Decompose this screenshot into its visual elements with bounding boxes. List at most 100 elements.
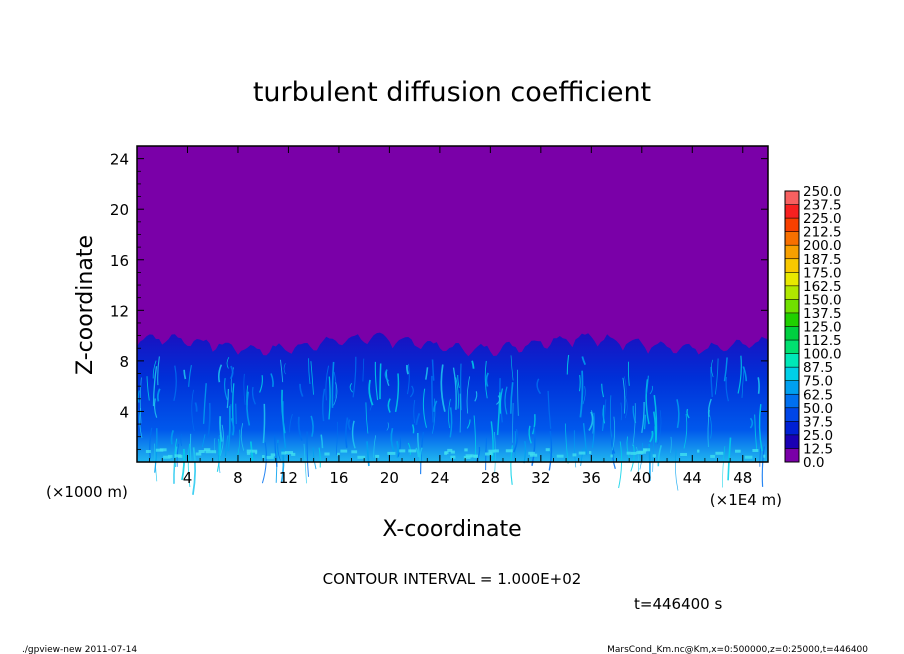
- turbulence-streak: [188, 365, 192, 387]
- turbulence-streak: [379, 363, 382, 400]
- turbulence-streak: [440, 364, 446, 412]
- surface-streak: [145, 450, 151, 453]
- turbulence-streak: [485, 372, 489, 387]
- surface-streak: [357, 455, 366, 459]
- turbulence-streak: [686, 408, 690, 419]
- x-tick-label: 32: [531, 469, 550, 487]
- turbulence-streak: [591, 412, 595, 449]
- turbulence-streak: [397, 437, 402, 457]
- surface-streak: [281, 451, 287, 455]
- x-axis-label: X-coordinate: [382, 517, 521, 542]
- turbulence-streak: [310, 361, 314, 395]
- colorbar-label: 12.5: [803, 441, 833, 457]
- turbulence-streak: [274, 435, 278, 467]
- turbulence-streak: [373, 435, 377, 458]
- footer-right: MarsCond_Km.nc@Km,x=0:500000,z=0:25000,t…: [607, 645, 868, 654]
- turbulence-streak: [157, 356, 160, 386]
- turbulence-streak: [181, 448, 186, 481]
- turbulence-streak: [466, 419, 471, 429]
- turbulence-streak: [725, 376, 729, 402]
- colorbar-swatch: [785, 394, 799, 409]
- turbulence-streak: [433, 400, 438, 412]
- surface-streak: [642, 448, 651, 452]
- turbulence-streak: [390, 428, 395, 453]
- surface-streak: [652, 454, 656, 458]
- turbulence-streak: [532, 414, 536, 435]
- turbulence-streak: [335, 421, 338, 455]
- turbulence-streak: [191, 389, 195, 432]
- colorbar-label: 125.0: [803, 320, 842, 336]
- turbulence-streak: [299, 383, 304, 397]
- x-tick-label: 28: [481, 469, 500, 487]
- turbulence-streak: [476, 446, 481, 462]
- turbulence-streak: [366, 441, 370, 467]
- surface-streak: [463, 455, 471, 459]
- turbulence-streak: [513, 428, 519, 453]
- turbulence-streaks: [137, 354, 766, 495]
- turbulence-streak: [452, 367, 457, 410]
- colorbar-label: 62.5: [803, 387, 833, 403]
- x-tick-label: 16: [329, 469, 348, 487]
- turbulence-streak: [396, 441, 399, 458]
- turbulence-streak: [325, 365, 330, 401]
- turbulence-streak: [620, 402, 623, 421]
- turbulence-streak: [582, 386, 586, 405]
- surface-streak: [447, 448, 453, 452]
- turbulence-streak: [280, 448, 285, 483]
- colorbar-swatch: [785, 367, 799, 381]
- turbulence-streak: [737, 355, 742, 394]
- colorbar-label: 37.5: [803, 414, 833, 430]
- turbulence-streak: [707, 409, 710, 448]
- turbulence-streak: [510, 355, 514, 381]
- turbulence-streak: [722, 446, 726, 488]
- turbulence-streak: [674, 449, 679, 491]
- turbulence-streak: [139, 377, 142, 424]
- surface-streak: [744, 455, 753, 459]
- turbulence-streak: [649, 385, 654, 395]
- surface-streak: [340, 449, 348, 453]
- surface-streak: [291, 452, 296, 456]
- turbulence-streak: [578, 375, 581, 392]
- turbulence-streak: [226, 388, 229, 409]
- turbulence-streak: [333, 371, 337, 399]
- colorbar-swatch: [785, 285, 799, 300]
- colorbar-swatch: [785, 326, 799, 341]
- turbulence-streak: [548, 430, 553, 471]
- colorbar-swatch: [785, 272, 799, 287]
- turbulence-streak: [601, 383, 605, 398]
- y-axis-label: Z-coordinate: [73, 235, 98, 375]
- turbulence-streak: [636, 446, 640, 474]
- turbulence-streak: [219, 416, 223, 442]
- surface-streak: [444, 451, 449, 455]
- colorbar-label: 212.5: [803, 225, 842, 241]
- turbulence-streak: [249, 441, 254, 462]
- turbulence-streak: [289, 413, 293, 433]
- colorbar-swatch: [785, 340, 799, 354]
- time-label: t=446400 s: [634, 595, 722, 613]
- surface-streak: [752, 449, 759, 452]
- turbulence-streak: [496, 395, 501, 405]
- turbulence-streak: [153, 398, 158, 418]
- surface-streak: [203, 448, 211, 452]
- turbulence-streak: [202, 383, 207, 424]
- colorbar-label: 150.0: [803, 292, 842, 308]
- surface-streak: [399, 449, 406, 453]
- surface-streak: [246, 449, 252, 453]
- surface-streak: [270, 453, 276, 457]
- surface-streak: [464, 448, 468, 452]
- turbulence-streak: [723, 357, 728, 382]
- colorbar-swatch: [785, 299, 799, 314]
- colorbar-swatch: [785, 407, 799, 422]
- turbulence-streak: [156, 388, 161, 402]
- turbulence-streak: [321, 388, 326, 422]
- turbulence-streak: [146, 376, 150, 401]
- surface-streak: [735, 449, 741, 453]
- turbulence-streak: [422, 388, 427, 428]
- x-unit-right: (×1E4 m): [710, 491, 782, 509]
- turbulence-streak: [170, 430, 175, 445]
- colorbar-label: 225.0: [803, 211, 842, 227]
- turbulence-streak: [409, 385, 414, 398]
- turbulence-streak: [173, 365, 177, 401]
